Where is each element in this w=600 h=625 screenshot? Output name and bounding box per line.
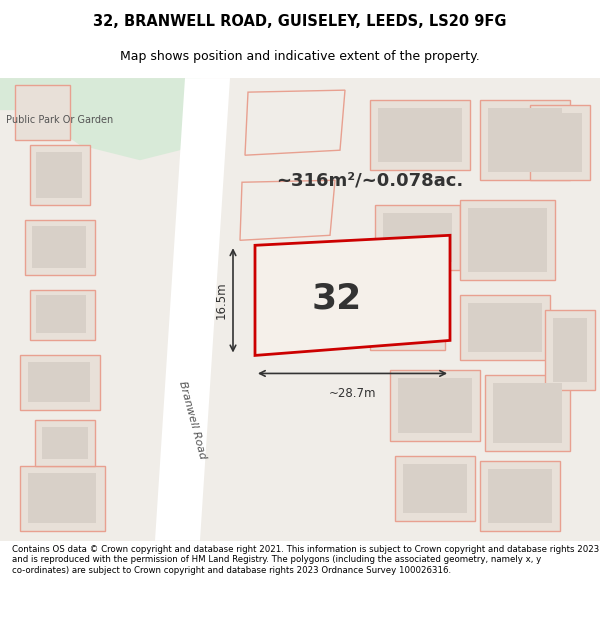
Text: Branwell Road: Branwell Road: [177, 381, 207, 461]
Bar: [468, 303, 542, 352]
Bar: [460, 200, 555, 281]
Text: 16.5m: 16.5m: [215, 281, 228, 319]
Bar: [25, 220, 95, 276]
Text: Map shows position and indicative extent of the property.: Map shows position and indicative extent…: [120, 50, 480, 62]
Bar: [553, 318, 587, 382]
Bar: [468, 208, 547, 272]
Bar: [493, 384, 562, 442]
Bar: [370, 100, 470, 170]
Bar: [20, 356, 100, 411]
Bar: [398, 379, 472, 432]
Bar: [28, 472, 96, 522]
Text: 32, BRANWELL ROAD, GUISELEY, LEEDS, LS20 9FG: 32, BRANWELL ROAD, GUISELEY, LEEDS, LS20…: [93, 14, 507, 29]
Text: Public Park Or Garden: Public Park Or Garden: [7, 115, 113, 125]
Bar: [36, 152, 82, 198]
Bar: [488, 108, 562, 172]
Text: Contains OS data © Crown copyright and database right 2021. This information is : Contains OS data © Crown copyright and d…: [12, 545, 599, 574]
Polygon shape: [240, 180, 335, 240]
Bar: [20, 466, 105, 531]
Bar: [42, 426, 88, 459]
Bar: [383, 213, 452, 262]
Bar: [30, 145, 90, 205]
Bar: [28, 362, 90, 403]
Polygon shape: [255, 235, 450, 356]
Bar: [370, 291, 445, 351]
Bar: [488, 469, 552, 522]
Text: ~28.7m: ~28.7m: [329, 388, 376, 401]
Bar: [378, 298, 437, 343]
Polygon shape: [0, 78, 220, 160]
Bar: [15, 85, 70, 140]
Bar: [375, 205, 460, 271]
Bar: [480, 100, 570, 180]
Bar: [485, 376, 570, 451]
Bar: [538, 113, 582, 173]
Polygon shape: [245, 90, 345, 155]
Bar: [530, 105, 590, 180]
Text: 32: 32: [312, 281, 362, 315]
Polygon shape: [155, 78, 230, 541]
Bar: [395, 456, 475, 521]
Bar: [378, 108, 462, 162]
Bar: [390, 371, 480, 441]
Bar: [403, 464, 467, 512]
Bar: [460, 296, 550, 361]
Bar: [36, 296, 86, 333]
Text: ~316m²/~0.078ac.: ~316m²/~0.078ac.: [277, 171, 464, 189]
Bar: [35, 421, 95, 466]
Bar: [480, 461, 560, 531]
Bar: [545, 311, 595, 391]
Bar: [30, 291, 95, 341]
Bar: [32, 226, 86, 268]
